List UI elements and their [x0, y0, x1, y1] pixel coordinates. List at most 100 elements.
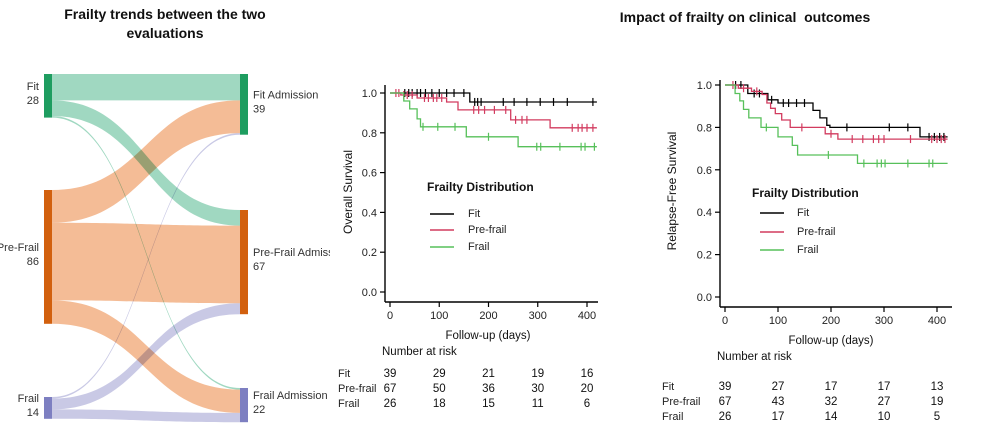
sankey-node-value: 14 — [27, 407, 39, 419]
x-tick-label: 200 — [479, 310, 497, 322]
x-tick-label: 200 — [822, 315, 840, 327]
sankey-node-label: Frail Admission — [253, 390, 328, 402]
sankey-node-frail — [44, 397, 52, 419]
sankey-node-label: Fit — [27, 81, 39, 93]
km-curve-fit — [390, 92, 597, 103]
risk-cell: 17 — [825, 381, 838, 393]
risk-cell: 6 — [584, 398, 590, 410]
risk-row-label: Fit — [662, 381, 674, 393]
risk-cell: 11 — [532, 398, 544, 410]
y-axis-title: Overall Survival — [341, 150, 355, 234]
sankey-link-prefrail-fit_adm — [52, 100, 240, 223]
y-axis-title: Relapse-Free Survival — [665, 132, 679, 251]
y-tick-label: 0.2 — [362, 247, 377, 259]
legend-title: Frailty Distribution — [427, 180, 534, 194]
relapse-free-survival-chart: 0.0 0.2 0.4 0.6 0.8 1.0 0 100 200 300 400 Follow-up… — [662, 80, 952, 423]
legend-label-frail: Frail — [468, 241, 489, 253]
y-tick-label: 0.6 — [362, 168, 377, 180]
sankey-node-value: 28 — [27, 95, 39, 107]
risk-cell: 26 — [719, 411, 732, 423]
sankey-node-fit — [44, 74, 52, 118]
x-tick-label: 100 — [430, 310, 448, 322]
legend-label-pre-frail: Pre-frail — [797, 226, 836, 238]
risk-table-header: Number at risk — [382, 346, 457, 358]
outcomes-title: Impact of frailty on clinical outcomes — [619, 9, 871, 25]
y-tick-label: 0.4 — [697, 207, 712, 219]
sankey-link-frail-fit_adm — [52, 133, 240, 399]
risk-cell: 17 — [878, 381, 891, 393]
x-tick-label: 300 — [529, 310, 547, 322]
sankey-link-frail-frail_adm — [52, 409, 240, 423]
risk-cell: 16 — [581, 368, 594, 380]
sankey-node-label: Fit Admission — [253, 89, 318, 101]
sankey-link-prefrail-prefrail_adm — [52, 222, 240, 304]
risk-cell: 5 — [934, 411, 940, 423]
legend-title: Frailty Distribution — [752, 186, 859, 200]
risk-cell: 18 — [433, 398, 446, 410]
risk-cell: 30 — [531, 383, 544, 395]
sankey-node-value: 22 — [253, 404, 265, 416]
km-curve-pre-frail — [725, 84, 948, 140]
y-tick-label: 0.6 — [697, 165, 712, 177]
sankey-node-frail_adm — [240, 388, 248, 423]
risk-cell: 10 — [878, 411, 891, 423]
x-axis-title: Follow-up (days) — [789, 335, 874, 347]
x-tick-label: 400 — [578, 310, 596, 322]
risk-cell: 43 — [772, 396, 785, 408]
sankey-title: Frailty trends between the two evaluatio… — [64, 6, 266, 41]
sankey-node-label: Pre-Frail — [0, 242, 39, 254]
y-tick-label: 0.0 — [697, 292, 712, 304]
sankey-node-fit_adm — [240, 74, 248, 135]
risk-cell: 29 — [433, 368, 446, 380]
risk-cell: 19 — [531, 368, 544, 380]
y-tick-label: 1.0 — [362, 88, 377, 100]
risk-cell: 20 — [581, 383, 594, 395]
legend-label-fit: Fit — [468, 208, 480, 220]
legend-label-pre-frail: Pre-frail — [468, 224, 507, 236]
risk-cell: 67 — [719, 396, 732, 408]
x-axis-title: Follow-up (days) — [446, 330, 531, 342]
risk-row-label: Pre-frail — [662, 396, 701, 408]
risk-cell: 36 — [482, 383, 495, 395]
risk-cell: 27 — [772, 381, 785, 393]
risk-cell: 50 — [433, 383, 446, 395]
overall-survival-chart: 0.0 0.2 0.4 0.6 0.8 1.0 0 100 200 300 400 Follow-up… — [338, 85, 598, 410]
risk-cell: 27 — [878, 396, 891, 408]
risk-row-label: Frail — [662, 411, 683, 423]
km-curve-frail — [725, 84, 948, 165]
risk-cell: 14 — [825, 411, 838, 423]
risk-cell: 26 — [384, 398, 397, 410]
risk-row-label: Pre-frail — [338, 383, 377, 395]
sankey-node-value: 39 — [253, 103, 265, 115]
sankey-diagram: Fit 28 Pre-Frail 86 Frail 14 Fit Admission 39 Pr… — [0, 74, 330, 423]
risk-cell: 17 — [772, 411, 785, 423]
sankey-node-label: Pre-Frail Admission — [253, 247, 330, 259]
risk-cell: 19 — [931, 396, 944, 408]
risk-row-label: Frail — [338, 398, 359, 410]
km-curve-fit — [725, 84, 948, 138]
risk-row-label: Fit — [338, 368, 350, 380]
sankey-node-value: 86 — [27, 256, 39, 268]
sankey-link-frail-prefrail_adm — [52, 303, 240, 410]
km-curve-frail — [390, 92, 597, 148]
sankey-node-prefrail_adm — [240, 210, 248, 315]
y-tick-label: 0.8 — [362, 128, 377, 140]
risk-cell: 32 — [825, 396, 838, 408]
sankey-link-fit-fit_adm — [52, 74, 240, 101]
risk-cell: 15 — [482, 398, 495, 410]
y-tick-label: 0.0 — [362, 287, 377, 299]
y-tick-label: 0.2 — [697, 250, 712, 262]
x-tick-label: 100 — [769, 315, 787, 327]
sankey-node-label: Frail — [18, 393, 39, 405]
sankey-node-prefrail — [44, 190, 52, 324]
x-tick-label: 400 — [928, 315, 946, 327]
risk-cell: 13 — [931, 381, 944, 393]
risk-table-header: Number at risk — [717, 351, 792, 363]
risk-cell: 67 — [384, 383, 397, 395]
y-tick-label: 0.4 — [362, 207, 377, 219]
risk-cell: 21 — [482, 368, 495, 380]
y-tick-label: 1.0 — [697, 80, 712, 92]
x-tick-label: 0 — [387, 310, 393, 322]
risk-cell: 39 — [384, 368, 397, 380]
